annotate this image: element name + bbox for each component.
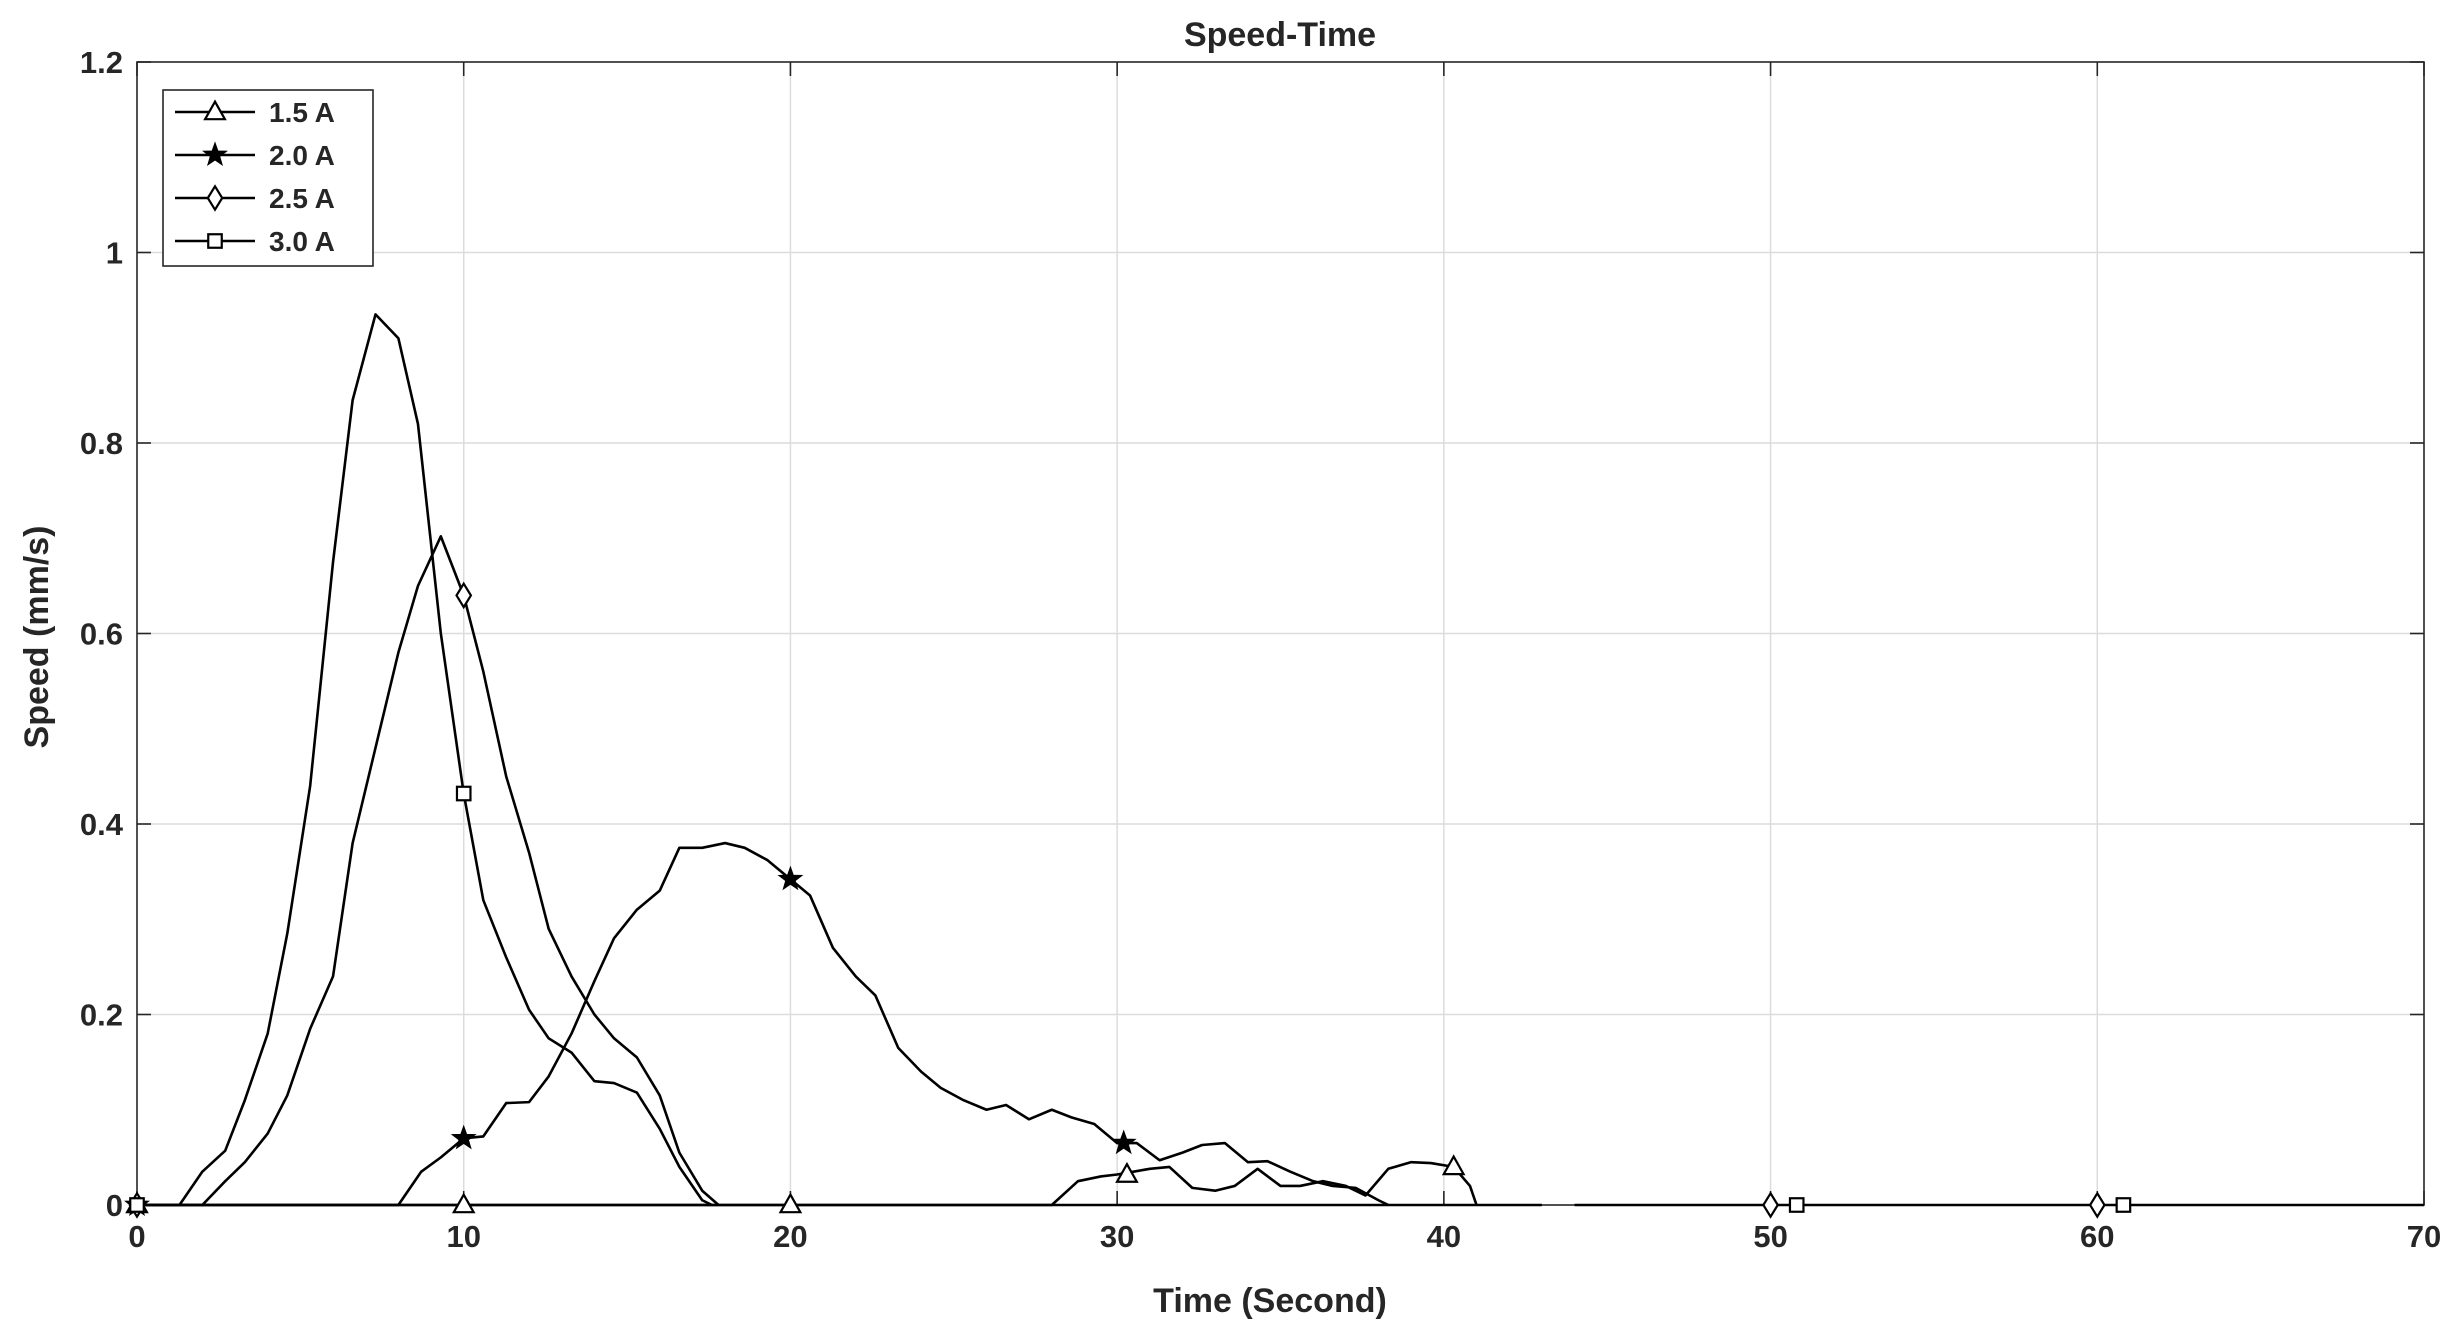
data-point-star-marker — [777, 865, 804, 891]
data-point-diamond-marker — [455, 581, 473, 610]
grid — [137, 62, 2424, 1205]
data-point-triangle-marker — [778, 1192, 803, 1214]
markers — [124, 581, 2132, 1219]
x-tick-label: 30 — [1100, 1219, 1134, 1254]
legend-label: 1.5 A — [269, 97, 335, 128]
legend-entry: 1.5 A — [175, 97, 335, 128]
legend-label: 2.0 A — [269, 140, 335, 171]
x-tick-label: 70 — [2407, 1219, 2441, 1254]
y-tick-label: 1.2 — [80, 45, 123, 80]
data-point-square-marker — [2115, 1197, 2132, 1213]
chart-title: Speed-Time — [1184, 16, 1376, 54]
data-point-star-marker — [450, 1124, 477, 1150]
legend-entry: 2.5 A — [175, 183, 335, 214]
y-tick-label: 0.2 — [80, 998, 123, 1033]
y-axis-title: Speed (mm/s) — [18, 526, 56, 749]
legend-label: 2.5 A — [269, 183, 335, 214]
y-tick-label: 0.4 — [80, 807, 124, 842]
data-point-square-marker — [1788, 1197, 1805, 1213]
y-tick-label: 0 — [106, 1188, 123, 1223]
data-point-star-marker — [1110, 1129, 1137, 1155]
x-tick-label: 20 — [773, 1219, 807, 1254]
data-point-triangle-marker — [451, 1192, 476, 1214]
series — [137, 313, 2424, 1207]
y-tick-label: 0.6 — [80, 617, 123, 652]
data-point-triangle-marker — [1441, 1154, 1466, 1176]
x-tick-label: 40 — [1427, 1219, 1461, 1254]
legend-entry: 3.0 A — [175, 226, 335, 257]
data-point-diamond-marker — [1762, 1191, 1780, 1219]
data-point-square-marker — [129, 1197, 145, 1213]
x-tick-label: 0 — [128, 1219, 145, 1254]
data-point-triangle-marker — [1115, 1161, 1139, 1183]
legend-label: 3.0 A — [269, 226, 335, 257]
legend-triangle-marker — [203, 99, 227, 121]
x-axis-title: Time (Second) — [1153, 1282, 1387, 1320]
legend: 1.5 A 2.0 A 2.5 A 3.0 A — [162, 89, 374, 267]
series-line-2-5-a — [137, 535, 720, 1207]
series-line-2-0-a — [137, 841, 1389, 1207]
y-tick-label: 1 — [106, 236, 123, 271]
legend-diamond-marker — [206, 184, 224, 212]
legend-box — [162, 89, 374, 267]
x-tick-label: 60 — [2080, 1219, 2114, 1254]
data-point-square-marker — [455, 785, 472, 802]
series-line-3-0-a — [137, 313, 713, 1207]
axes: 0 10 20 30 40 50 60 70 0 0.2 0.4 0.6 0.8 1 1.2 — [80, 45, 2441, 1254]
y-tick-label: 0.8 — [80, 426, 123, 461]
series-line-1-5-a — [137, 1160, 1478, 1207]
legend-star-marker — [202, 141, 228, 167]
data-point-diamond-marker — [2088, 1191, 2106, 1219]
legend-entry: 2.0 A — [175, 140, 335, 171]
legend-square-marker — [207, 233, 223, 249]
x-tick-label: 50 — [1753, 1219, 1787, 1254]
x-tick-label: 10 — [446, 1219, 480, 1254]
